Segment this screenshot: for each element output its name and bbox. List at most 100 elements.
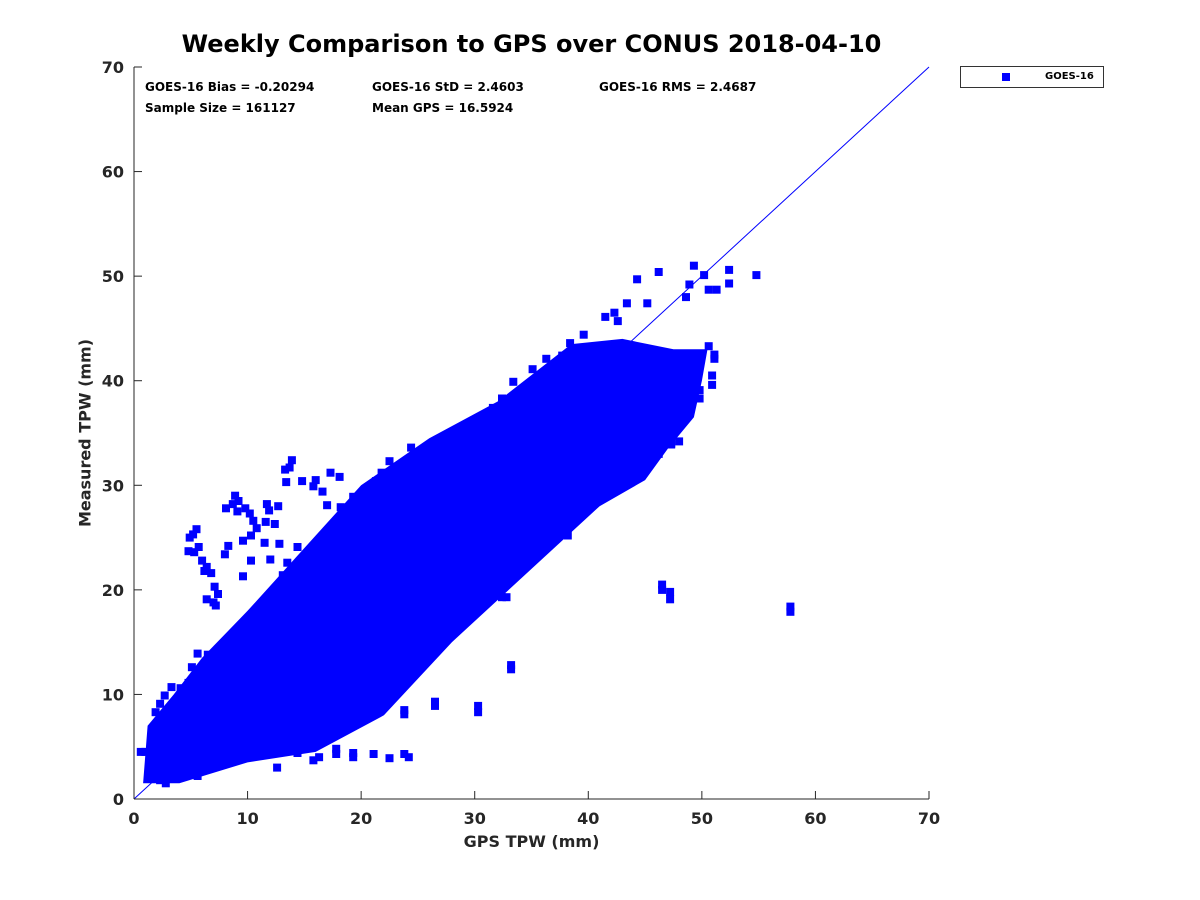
- scatter-point: [298, 477, 307, 486]
- scatter-point: [488, 592, 497, 601]
- scatter-point: [332, 744, 341, 753]
- scatter-point: [428, 628, 437, 637]
- scatter-point: [507, 661, 516, 670]
- scatter-point: [210, 582, 219, 591]
- scatter-point: [270, 520, 279, 528]
- scatter-point: [498, 394, 506, 403]
- scatter-point: [700, 271, 709, 280]
- scatter-point: [287, 456, 296, 465]
- scatter-point: [161, 779, 170, 788]
- y-axis-label: Measured TPW (mm): [75, 338, 95, 528]
- scatter-point: [170, 744, 179, 753]
- scatter-point: [136, 747, 145, 756]
- axis-ticks: 0 10 20 30 40 50 60 70 0 10 20 30 40 50 60 70: [102, 58, 940, 828]
- scatter-point: [431, 701, 439, 710]
- scatter-point: [151, 708, 160, 717]
- scatter-point: [695, 394, 704, 403]
- scatter-point: [184, 678, 193, 687]
- x-tick-label: 20: [350, 809, 372, 828]
- scatter-point: [349, 692, 358, 701]
- scatter-point: [349, 749, 358, 757]
- scatter-point: [613, 317, 622, 326]
- one-to-one-line: [133, 66, 930, 800]
- scatter-point: [327, 673, 336, 682]
- scatter-point: [545, 367, 554, 376]
- x-axis-label: GPS TPW (mm): [463, 832, 600, 851]
- scatter-point: [643, 299, 652, 308]
- scatter-point: [190, 752, 199, 761]
- scatter-point: [199, 746, 208, 755]
- scatter-point: [203, 650, 212, 659]
- y-tick-label: 0: [113, 790, 124, 809]
- scatter-point: [438, 591, 447, 600]
- scatter-point: [331, 552, 339, 561]
- scatter-point: [588, 477, 597, 486]
- scatter-point: [260, 538, 269, 547]
- scatter-point: [360, 715, 369, 724]
- scatter-point: [309, 482, 318, 491]
- scatter-point: [282, 478, 291, 487]
- scatter-point: [567, 499, 576, 508]
- stat-mean-gps: Mean GPS = 16.5924: [372, 101, 514, 115]
- scatter-point: [162, 762, 171, 771]
- y-tick-label: 60: [102, 163, 124, 182]
- scatter-point: [654, 417, 663, 426]
- y-tick-label: 30: [102, 476, 124, 495]
- scatter-point: [247, 531, 255, 540]
- scatter-point: [141, 747, 150, 756]
- scatter-point: [198, 556, 207, 565]
- scatter-point: [365, 653, 374, 662]
- scatter-point: [332, 750, 341, 758]
- stat-std: GOES-16 StD = 2.4603: [372, 80, 524, 94]
- scatter-point: [283, 558, 292, 567]
- scatter-point: [566, 339, 575, 348]
- scatter-point: [187, 663, 196, 672]
- scatter-point: [558, 351, 567, 360]
- x-tick-label: 70: [918, 809, 940, 828]
- scatter-point: [220, 550, 229, 559]
- scatter-point: [449, 580, 458, 589]
- scatter-point: [312, 543, 321, 551]
- scatter-point: [335, 472, 344, 481]
- scatter-point: [786, 602, 795, 611]
- scatter-point: [352, 499, 361, 508]
- scatter-point: [293, 543, 302, 551]
- stat-bias: GOES-16 Bias = -0.20294: [145, 80, 315, 94]
- scatter-point: [474, 708, 483, 717]
- scatter-point: [214, 590, 222, 598]
- stat-rms: GOES-16 RMS = 2.4687: [599, 80, 757, 94]
- scatter-point: [274, 502, 283, 511]
- scatter-point: [610, 308, 619, 317]
- scatter-point: [278, 740, 287, 749]
- y-tick-label: 50: [102, 267, 124, 286]
- scatter-point: [725, 265, 734, 274]
- scatter-point: [293, 749, 302, 757]
- scatter-density-cloud: [143, 338, 708, 784]
- scatter-point: [369, 750, 378, 758]
- scatter-point: [725, 279, 734, 288]
- scatter-point: [194, 543, 203, 551]
- scatter-point: [320, 687, 329, 696]
- plot-axes: [133, 67, 929, 800]
- x-tick-label: 50: [691, 809, 713, 828]
- scatter-point: [359, 514, 368, 523]
- x-tick-label: 0: [128, 809, 139, 828]
- scatter-point: [301, 700, 310, 709]
- scatter-point: [210, 743, 219, 752]
- scatter-point: [450, 451, 459, 459]
- scatter-point: [633, 275, 642, 284]
- scatter-point: [249, 516, 258, 525]
- scatter-point: [401, 621, 410, 630]
- scatter-point: [710, 350, 719, 359]
- scatter-point: [200, 567, 209, 575]
- scatter-point: [579, 330, 588, 339]
- y-tick-label: 10: [102, 685, 124, 704]
- scatter-point: [156, 699, 165, 708]
- chart-title: Weekly Comparison to GPS over CONUS 2018…: [181, 30, 882, 58]
- x-tick-label: 10: [236, 809, 258, 828]
- scatter-point: [502, 593, 511, 602]
- scatter-point: [428, 621, 437, 630]
- scatter-point: [563, 531, 572, 540]
- scatter-point: [473, 418, 481, 427]
